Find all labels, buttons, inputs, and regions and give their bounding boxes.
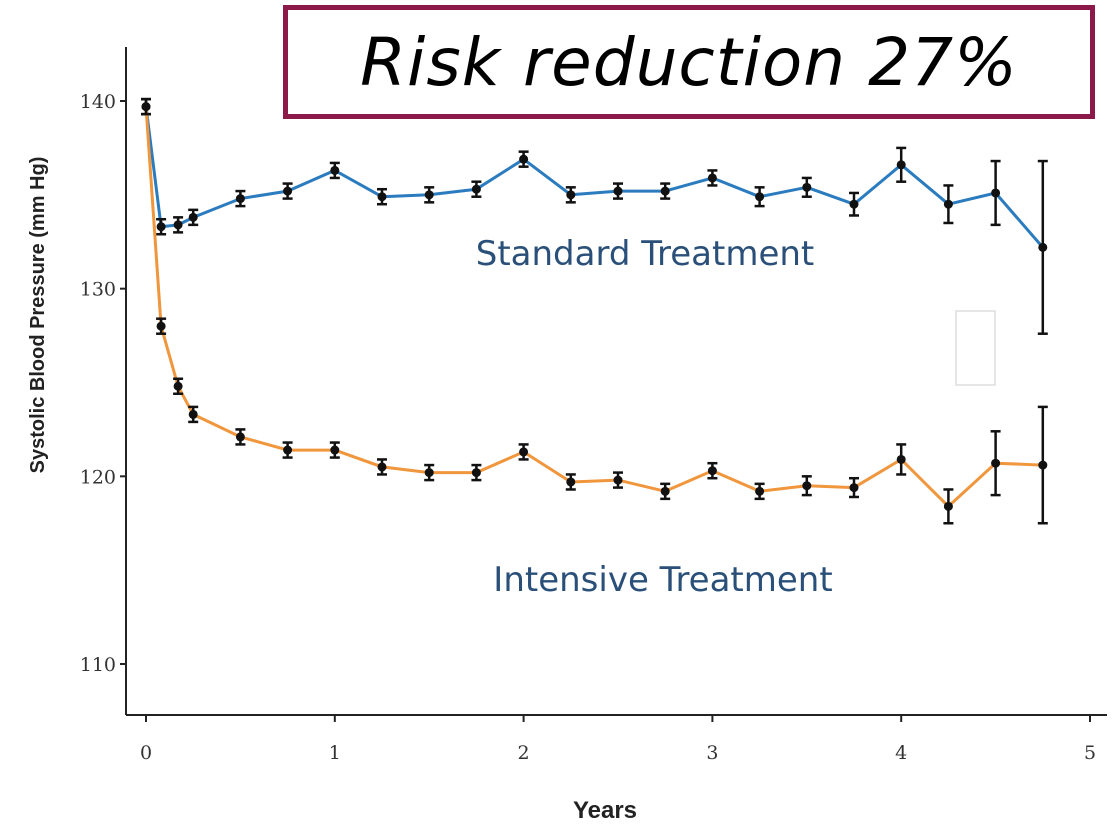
data-point — [896, 160, 906, 170]
data-point — [173, 381, 183, 391]
series-layer — [141, 97, 1048, 525]
series-label-intensive: Intensive Treatment — [493, 560, 832, 600]
blank-placeholder-box — [955, 310, 996, 386]
data-point — [173, 220, 183, 230]
data-point — [1038, 460, 1048, 470]
data-point — [896, 454, 906, 464]
data-point — [471, 468, 481, 478]
data-point — [991, 188, 1001, 198]
data-point — [802, 481, 812, 491]
data-point — [424, 468, 434, 478]
risk-reduction-banner: Risk reduction 27% — [283, 5, 1095, 119]
data-point — [235, 194, 245, 204]
data-point — [424, 190, 434, 200]
y-tick-label: 130 — [80, 279, 116, 301]
data-point — [283, 445, 293, 455]
data-point — [283, 186, 293, 196]
series-line — [144, 106, 1043, 508]
x-tick-label: 4 — [895, 742, 907, 764]
x-axis-label: Years — [573, 797, 637, 824]
data-point — [566, 477, 576, 487]
data-point — [156, 222, 166, 232]
data-point — [849, 483, 859, 493]
y-tick-label: 110 — [80, 654, 116, 676]
data-point — [707, 173, 717, 183]
series-line — [144, 106, 1044, 249]
y-axis-label: Systolic Blood Pressure (mm Hg) — [27, 157, 49, 474]
data-point — [235, 432, 245, 442]
series-intensive — [141, 97, 1048, 525]
data-point — [660, 186, 670, 196]
data-point — [943, 501, 953, 511]
series-label-standard: Standard Treatment — [476, 234, 815, 274]
x-tick-label: 5 — [1084, 742, 1096, 764]
y-tick-label: 140 — [80, 91, 116, 113]
data-point — [188, 212, 198, 222]
data-point — [991, 458, 1001, 468]
x-tick-label: 1 — [329, 742, 341, 764]
data-point — [377, 192, 387, 202]
data-point — [141, 102, 151, 112]
data-point — [330, 165, 340, 175]
data-point — [156, 321, 166, 331]
series-standard — [141, 97, 1048, 335]
data-point — [943, 199, 953, 209]
axes: 110 120 130 140 0 1 2 3 4 5 — [80, 47, 1107, 764]
data-point — [519, 154, 529, 164]
data-point — [1038, 242, 1048, 252]
data-point — [849, 199, 859, 209]
y-tick-label: 120 — [80, 466, 116, 488]
data-point — [188, 409, 198, 419]
data-point — [802, 182, 812, 192]
data-point — [377, 462, 387, 472]
data-point — [330, 445, 340, 455]
data-point — [613, 475, 623, 485]
data-point — [707, 466, 717, 476]
data-point — [755, 486, 765, 496]
risk-reduction-text: Risk reduction 27% — [360, 23, 1018, 101]
data-point — [613, 186, 623, 196]
data-point — [471, 184, 481, 194]
x-tick-label: 3 — [706, 742, 718, 764]
x-tick-label: 2 — [518, 742, 530, 764]
data-point — [566, 190, 576, 200]
data-point — [755, 192, 765, 202]
data-point — [519, 447, 529, 457]
x-tick-label: 0 — [140, 742, 152, 764]
data-point — [660, 486, 670, 496]
